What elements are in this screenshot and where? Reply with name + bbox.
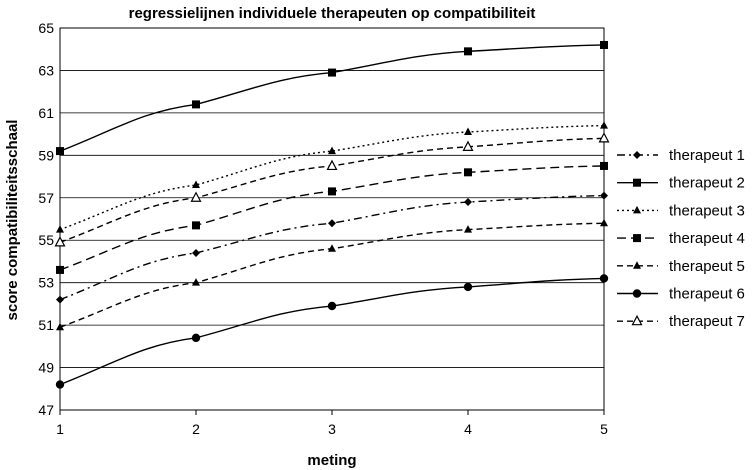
y-tick-label-55: 55	[38, 232, 54, 248]
series-1-point-2	[192, 248, 200, 257]
series-5-point-5	[600, 218, 608, 227]
series-2-point-5	[600, 40, 608, 49]
legend-marker-4	[633, 234, 641, 243]
series-5-point-1	[56, 322, 64, 331]
series-4-point-4	[464, 168, 472, 177]
series-7-point-2	[190, 191, 202, 202]
chart-title: regressielijnen individuele therapeuten …	[129, 5, 536, 22]
y-tick-label-57: 57	[38, 190, 54, 206]
series-7-point-5	[598, 132, 610, 143]
series-6-point-4	[463, 282, 473, 292]
x-tick-label-4: 4	[464, 421, 472, 437]
series-5-point-2	[192, 278, 200, 286]
series-3-point-5	[600, 121, 608, 129]
series-1-point-3	[328, 219, 336, 228]
series-4-point-2	[192, 221, 200, 230]
x-tick-label-3: 3	[328, 421, 336, 437]
series-line-5	[59, 222, 605, 328]
series-7-point-3	[326, 159, 338, 171]
series-line-4	[59, 165, 605, 271]
series-7-point-1	[54, 236, 66, 247]
y-axis-label: score compatibiliteitsschaal	[4, 120, 21, 321]
x-tick-label-5: 5	[600, 421, 608, 437]
y-tick-label-63: 63	[38, 62, 54, 78]
y-tick-label-53: 53	[38, 275, 54, 291]
series-5-point-3	[328, 244, 336, 252]
legend-label-4: therapeut 4	[669, 230, 745, 247]
y-tick-label-47: 47	[38, 402, 54, 418]
series-6-point-5	[599, 274, 609, 283]
y-tick-label-61: 61	[38, 105, 54, 121]
series-5-point-4	[464, 225, 472, 233]
series-1-point-5	[600, 191, 608, 200]
series-2-point-1	[56, 147, 64, 156]
y-tick-label-59: 59	[38, 147, 54, 163]
legend-label-1: therapeut 1	[669, 147, 745, 164]
legend-label-5: therapeut 5	[669, 258, 745, 275]
series-1-point-1	[56, 295, 64, 304]
series-1-point-4	[464, 198, 472, 207]
legend-label-7: therapeut 7	[669, 313, 745, 330]
x-axis-label: meting	[307, 452, 356, 469]
legend-marker-5	[633, 261, 641, 269]
series-3-point-1	[56, 225, 64, 233]
legend: therapeut 1 therapeut 2 therapeut 3 therape…	[617, 147, 745, 330]
legend-marker-1	[633, 151, 641, 159]
series-line-2	[59, 44, 605, 152]
series-2-point-3	[328, 68, 336, 77]
legend-label-2: therapeut 2	[669, 175, 745, 192]
series-4-point-5	[600, 161, 608, 170]
y-tick-label-49: 49	[38, 360, 54, 376]
x-tick-label-2: 2	[192, 421, 200, 437]
series-3-point-2	[192, 180, 200, 189]
legend-label-3: therapeut 3	[669, 202, 745, 219]
legend-marker-3	[633, 205, 641, 214]
legend-marker-2	[633, 178, 641, 187]
series-6-point-2	[191, 333, 201, 343]
series-line-3	[59, 124, 605, 231]
plot-frame	[59, 27, 605, 411]
series-6-point-3	[327, 301, 337, 311]
plot-area: 47 49 51 53 55 57 59 61 63 65 1 2 3 4 5	[38, 20, 610, 437]
series-4-point-3	[328, 187, 336, 196]
series-4-point-1	[56, 265, 64, 274]
series-line-6	[59, 277, 605, 386]
y-tick-label-51: 51	[38, 317, 54, 333]
y-tick-label-65: 65	[38, 20, 54, 36]
series-3-point-4	[464, 127, 472, 135]
series-3-point-3	[328, 146, 336, 155]
legend-marker-7	[631, 314, 643, 326]
series-7-point-4	[462, 140, 474, 151]
series-2-point-2	[192, 100, 200, 109]
x-tick-label-1: 1	[56, 421, 64, 437]
legend-marker-6	[632, 289, 642, 298]
legend-label-6: therapeut 6	[669, 286, 745, 303]
series-6-point-1	[55, 380, 65, 389]
series-2-point-4	[464, 47, 472, 56]
